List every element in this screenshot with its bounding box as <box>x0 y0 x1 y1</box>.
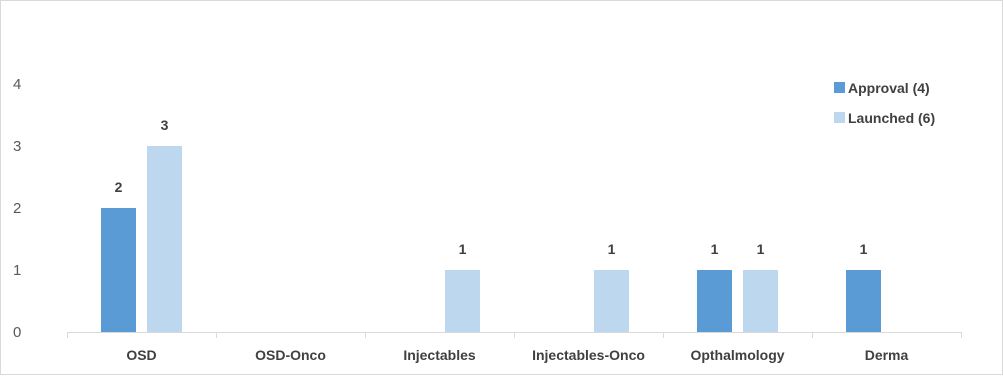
x-tick-label: Injectables <box>403 347 476 363</box>
bar <box>594 270 629 332</box>
data-labels: 2 3 1 1 1 1 1 <box>115 117 868 257</box>
data-label: 3 <box>161 117 169 133</box>
x-axis: OSD OSD-Onco Injectables Injectables-Onco Op… <box>67 332 962 363</box>
bar <box>101 208 136 332</box>
legend-swatch <box>834 82 845 93</box>
x-tick-label: OSD-Onco <box>255 347 326 363</box>
data-label: 2 <box>115 179 123 195</box>
legend-label: Approval (4) <box>848 80 930 96</box>
legend-swatch <box>834 112 845 123</box>
y-axis: 0 1 2 3 4 <box>13 76 21 341</box>
data-label: 1 <box>459 241 467 257</box>
bar <box>743 270 778 332</box>
bar <box>147 146 182 332</box>
y-tick-label: 0 <box>13 324 21 341</box>
y-tick-label: 1 <box>13 262 21 279</box>
legend: Approval (4) Launched (6) <box>834 80 935 126</box>
y-tick-label: 4 <box>13 76 21 93</box>
bar <box>846 270 881 332</box>
data-label: 1 <box>757 241 765 257</box>
data-label: 1 <box>860 241 868 257</box>
x-tick-label: Injectables-Onco <box>532 347 645 363</box>
x-tick-label: Opthalmology <box>690 347 784 363</box>
bar <box>445 270 480 332</box>
y-tick-label: 3 <box>13 138 21 155</box>
legend-label: Launched (6) <box>848 110 935 126</box>
y-tick-label: 2 <box>13 200 21 217</box>
x-tick-label: Derma <box>865 347 909 363</box>
data-label: 1 <box>608 241 616 257</box>
bars <box>101 146 881 332</box>
x-tick-label: OSD <box>126 347 156 363</box>
data-label: 1 <box>711 241 719 257</box>
bar <box>697 270 732 332</box>
